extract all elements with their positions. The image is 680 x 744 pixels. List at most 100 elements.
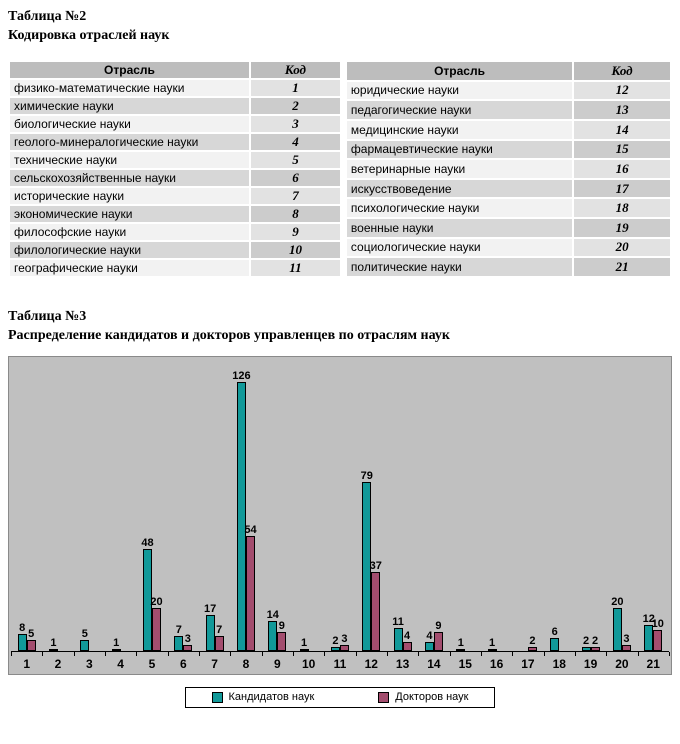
table2-subtitle: Кодировка отраслей наук <box>8 28 170 43</box>
table-row: экономические науки 8 <box>10 206 340 222</box>
value-label: 2 <box>583 635 590 647</box>
bar-doktora: 10 <box>652 618 664 651</box>
industry-cell: исторические науки <box>10 188 249 204</box>
bar-doktora: 4 <box>402 630 412 651</box>
bar-doktora: 5 <box>26 628 36 651</box>
value-label: 5 <box>81 628 88 640</box>
codes-table-left: Отрасль Код физико-математические науки 1 хи… <box>8 60 342 278</box>
x-axis-label: 1 <box>11 652 44 672</box>
plot-area: 8 5 1 5 1 48 20 7 3 17 7 126 54 14 9 1 2 3 79 37 11 4 4 9 1 1 2 6 2 2… <box>8 356 672 675</box>
table-row: географические науки 11 <box>10 260 340 276</box>
bar-group: 12 10 <box>638 363 669 651</box>
x-axis-label: 14 <box>418 652 451 672</box>
bar-doktora: 9 <box>277 620 287 651</box>
x-axis-label: 19 <box>575 652 608 672</box>
bar-group: 1 <box>42 363 73 651</box>
column-header-industry: Отрасль <box>346 62 573 80</box>
value-label: 20 <box>611 596 624 608</box>
industry-cell: политические науки <box>346 258 573 276</box>
bar-group: 20 3 <box>606 363 637 651</box>
legend-label-kandidaty: Кандидатов наук <box>228 691 315 703</box>
chart-legend: Кандидатов наук Докторов наук <box>184 687 496 708</box>
bar-kandidaty: 1 <box>456 637 466 651</box>
bar-group: 5 <box>74 363 105 651</box>
doktora-swatch-icon <box>378 692 390 703</box>
bar-doktora: 3 <box>621 633 631 651</box>
table-row: сельскохозяйственные науки 6 <box>10 170 340 186</box>
industry-cell: технические науки <box>10 152 249 168</box>
table-row: психологические науки 18 <box>346 199 670 217</box>
legend-label-doktora: Докторов наук <box>395 691 469 703</box>
table-row: военные науки 19 <box>346 219 670 237</box>
industry-cell: физико-математические науки <box>10 80 249 96</box>
table-row: физико-математические науки 1 <box>10 80 340 96</box>
bar-doktora: 54 <box>244 524 257 651</box>
value-label: 48 <box>141 537 154 549</box>
value-label: 3 <box>623 633 630 645</box>
x-axis-label: 6 <box>168 652 201 672</box>
value-label: 8 <box>19 622 26 634</box>
x-axis: 1 2 3 4 5 6 7 8 9 10 11 12 13 14 15 16 17 18 19 20 21 <box>11 652 671 672</box>
code-cell: 14 <box>574 120 670 139</box>
value-label: 2 <box>332 635 339 647</box>
bar-group: 17 7 <box>199 363 230 651</box>
bar-kandidaty: 2 <box>330 635 340 651</box>
value-label: 7 <box>216 624 223 636</box>
x-axis-label: 3 <box>74 652 107 672</box>
kandidaty-swatch-icon <box>211 692 223 703</box>
value-label: 14 <box>266 609 279 621</box>
x-axis-label: 15 <box>450 652 483 672</box>
x-axis-label: 4 <box>105 652 138 672</box>
bar-doktora: 20 <box>150 596 163 651</box>
value-label: 6 <box>551 626 558 638</box>
industry-cell: географические науки <box>10 260 249 276</box>
table2-title: Таблица №2 <box>8 9 87 24</box>
code-cell: 3 <box>251 116 340 132</box>
value-label: 3 <box>341 633 348 645</box>
value-label: 126 <box>232 370 251 382</box>
industry-cell: педагогические науки <box>346 101 573 119</box>
bar-doktora: 2 <box>527 635 537 651</box>
code-cell: 11 <box>251 260 340 276</box>
value-label: 3 <box>184 633 191 645</box>
x-axis-label: 13 <box>387 652 420 672</box>
value-label: 1 <box>489 637 496 649</box>
table-header-row: Отрасль Код <box>346 62 670 80</box>
code-cell: 7 <box>251 188 340 204</box>
bar-group: 79 37 <box>356 363 387 651</box>
table-row: химические науки 2 <box>10 98 340 114</box>
bar-group: 1 <box>481 363 512 651</box>
table-row: юридические науки 12 <box>346 81 670 100</box>
industry-cell: фармацевтические науки <box>346 140 573 159</box>
legend-item-doktora: Докторов наук <box>378 691 468 704</box>
industry-cell: философские науки <box>10 224 249 240</box>
bar-kandidaty: 1 <box>299 637 309 651</box>
table-row: философские науки 9 <box>10 224 340 240</box>
value-label: 2 <box>592 635 599 647</box>
bar-doktora: 3 <box>183 633 193 651</box>
table-row: биологические науки 3 <box>10 116 340 132</box>
column-header-code: Код <box>251 62 340 78</box>
value-label: 12 <box>642 613 655 625</box>
x-axis-label: 5 <box>136 652 169 672</box>
table-row: исторические науки 7 <box>10 188 340 204</box>
value-label: 2 <box>529 635 536 647</box>
value-label: 79 <box>360 470 373 482</box>
industry-cell: сельскохозяйственные науки <box>10 170 249 186</box>
code-cell: 4 <box>251 134 340 150</box>
code-cell: 8 <box>251 206 340 222</box>
table-row: геолого-минералогические науки 4 <box>10 134 340 150</box>
value-label: 4 <box>404 630 411 642</box>
bar-kandidaty: 126 <box>232 370 251 651</box>
bar-kandidaty: 1 <box>487 637 497 651</box>
bar-doktora: 3 <box>339 633 349 651</box>
code-cell: 10 <box>251 242 340 258</box>
value-label: 5 <box>28 628 35 640</box>
industry-cell: искусствоведение <box>346 179 573 198</box>
